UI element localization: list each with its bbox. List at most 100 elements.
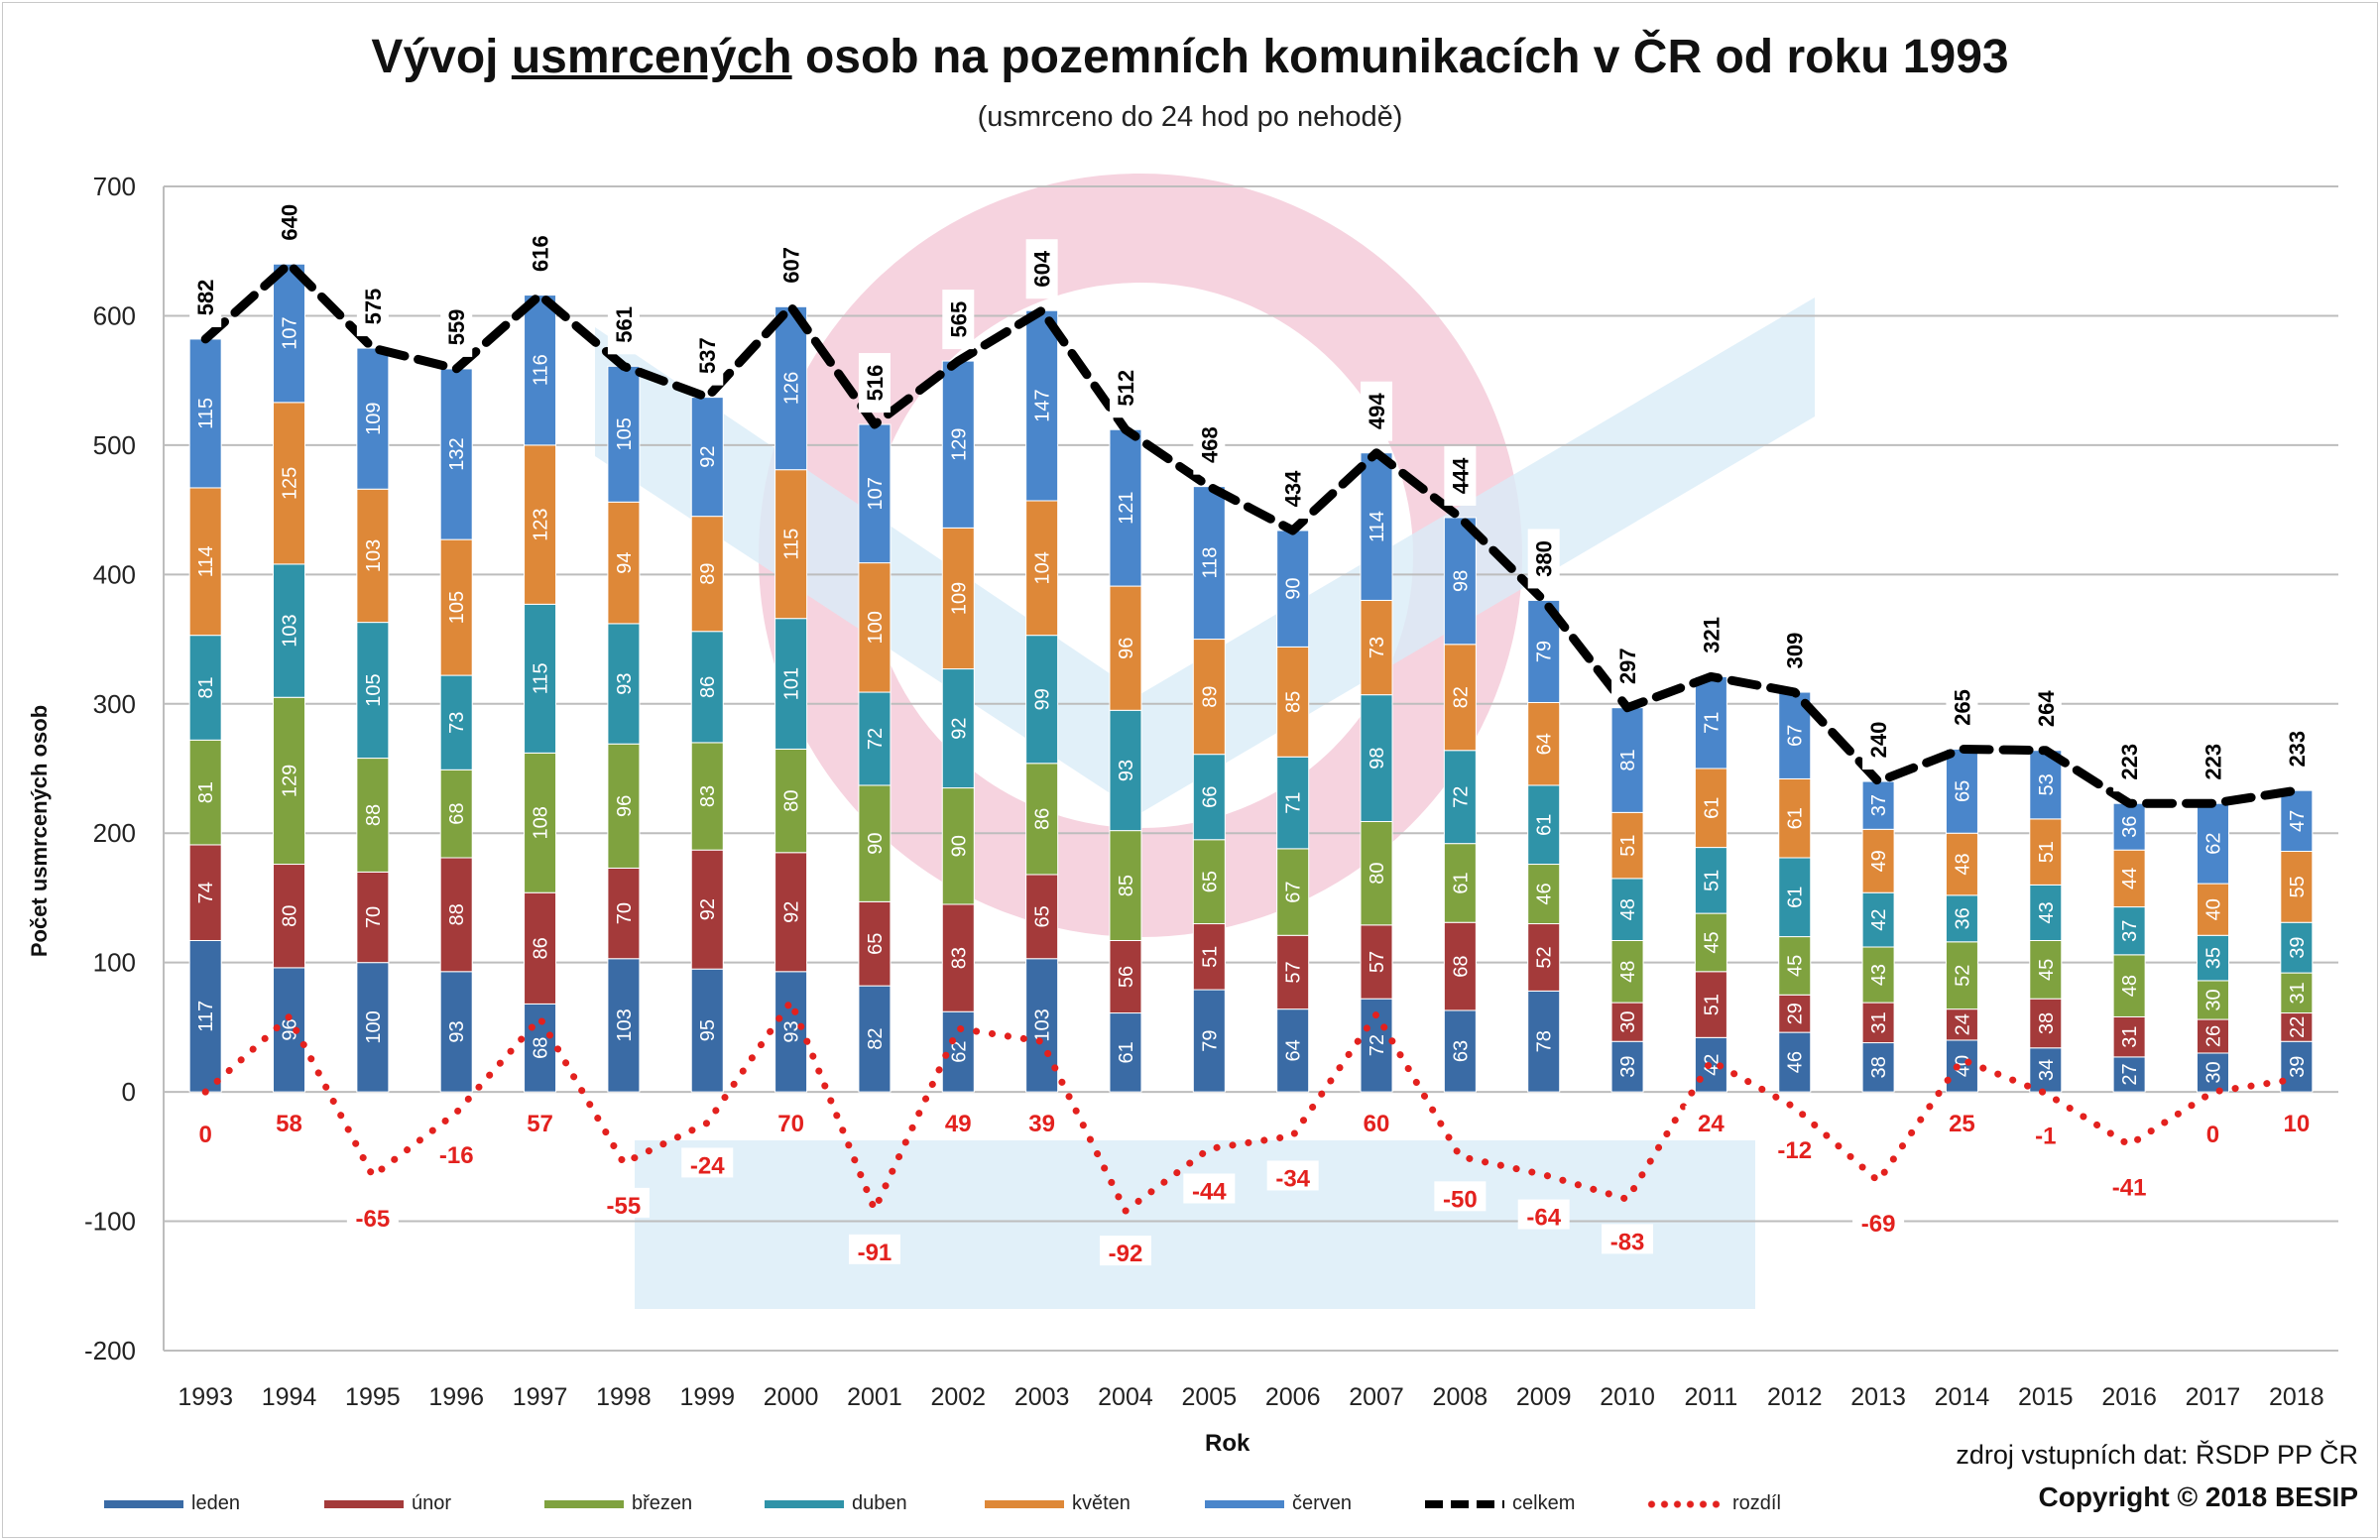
rozdil-label-bg — [430, 1136, 483, 1167]
bar-segment-label: 92 — [781, 901, 803, 923]
bar-segment-březen — [1861, 946, 1895, 1004]
bar-segment-březen — [2112, 954, 2146, 1017]
bar-segment-březen — [2029, 939, 2063, 1000]
bar-segment-label: 90 — [865, 833, 887, 855]
legend-item-leden: leden — [104, 1492, 324, 1515]
bar-segment-březen — [1527, 864, 1561, 925]
bar-segment-únor — [1443, 921, 1477, 1011]
rozdil-data-label: 70 — [777, 1111, 804, 1137]
celkem-label-bg — [2029, 678, 2062, 739]
bar-segment-duben — [858, 691, 892, 786]
bar-segment-únor — [273, 864, 306, 969]
bar-segment-label: 45 — [2036, 959, 2058, 981]
bar-segment-label: 101 — [781, 667, 803, 700]
legend-item-únor: únor — [324, 1492, 544, 1515]
x-tick-label: 2001 — [847, 1383, 902, 1411]
bar-segment-květen — [1694, 768, 1727, 849]
bar-segment-label: 99 — [1032, 688, 1054, 710]
bar-segment-leden — [2112, 1056, 2146, 1093]
y-tick-label: 200 — [93, 818, 136, 848]
bar-segment-label: 61 — [1785, 807, 1807, 829]
bar-segment-červen — [774, 305, 808, 471]
celkem-label-bg — [774, 235, 807, 296]
rozdil-data-label: -41 — [2112, 1175, 2147, 1202]
bar-segment-únor — [607, 867, 641, 960]
rozdil-label-bg — [1685, 1106, 1737, 1136]
bar-segment-label: 72 — [1367, 1034, 1388, 1056]
rozdil-label-bg — [1015, 1106, 1068, 1136]
x-tick-label: 2013 — [1850, 1383, 1906, 1411]
bar-segment-label: 114 — [195, 545, 217, 577]
rozdil-data-label: 39 — [1028, 1111, 1055, 1137]
celkem-data-label: 434 — [1281, 470, 1306, 507]
rozdil-data-label: 24 — [1698, 1111, 1725, 1137]
bar-segment-label: 107 — [865, 477, 887, 510]
bar-segment-label: 52 — [1952, 965, 1973, 987]
celkem-label-bg — [691, 325, 724, 386]
x-tick-label: 2000 — [764, 1383, 819, 1411]
rozdil-label-bg — [1852, 1206, 1905, 1237]
bar-segment-duben — [1025, 635, 1059, 765]
legend-swatch — [1205, 1499, 1284, 1508]
bar-segment-label: 31 — [1868, 1011, 1890, 1033]
bar-segment-duben — [1527, 784, 1561, 866]
x-tick-label: 1997 — [513, 1383, 568, 1411]
x-axis-label: Rok — [1205, 1430, 1250, 1457]
celkem-label-bg — [356, 277, 389, 337]
bar-segment-label: 88 — [446, 903, 468, 925]
x-tick-label: 2005 — [1182, 1383, 1238, 1411]
bar-segment-label: 51 — [1617, 834, 1639, 856]
bar-segment-leden — [858, 985, 892, 1093]
celkem-data-label: 616 — [529, 235, 553, 272]
celkem-data-label: 233 — [2285, 731, 2310, 768]
x-tick-label: 2008 — [1433, 1383, 1488, 1411]
bar-segment-duben — [1443, 750, 1477, 845]
rozdil-label-bg — [1266, 1160, 1319, 1191]
bar-segment-label: 83 — [697, 785, 719, 807]
bar-segment-label: 104 — [1032, 551, 1054, 584]
celkem-data-label: 265 — [1950, 689, 1974, 726]
bar-segment-label: 80 — [1367, 863, 1388, 885]
rozdil-label-bg — [2187, 1117, 2239, 1147]
legend-label: březen — [632, 1492, 693, 1514]
rozdil-data-label: -64 — [1526, 1205, 1561, 1232]
bar-segment-label: 147 — [1032, 389, 1054, 421]
bar-segment-label: 65 — [1199, 871, 1221, 892]
bar-segment-červen — [607, 365, 641, 503]
bar-segment-červen — [2196, 802, 2229, 885]
y-tick-label: 300 — [93, 689, 136, 719]
bar-segment-label: 61 — [1116, 1041, 1137, 1063]
bar-segment-červen — [1025, 309, 1059, 502]
bar-segment-label: 85 — [1116, 875, 1137, 896]
celkem-data-label: 559 — [444, 309, 469, 346]
celkem-data-label: 223 — [2117, 744, 2142, 780]
bar-segment-label: 90 — [1283, 578, 1305, 600]
celkem-label-bg — [1611, 636, 1644, 696]
x-tick-label: 2012 — [1767, 1383, 1823, 1411]
bar-segment-label: 82 — [865, 1028, 887, 1050]
bar-segment-label: 62 — [948, 1041, 970, 1063]
celkem-label-bg — [524, 223, 556, 284]
bar-segment-únor — [2029, 998, 2063, 1049]
bar-segment-únor — [1778, 994, 1812, 1033]
bar-segment-duben — [1276, 756, 1310, 850]
bar-segment-label: 46 — [1785, 1051, 1807, 1073]
bar-segment-label: 125 — [280, 467, 301, 500]
bar-segment-label: 48 — [2119, 975, 2141, 997]
bar-segment-label: 71 — [1701, 712, 1723, 734]
bar-segment-label: 103 — [614, 1008, 636, 1041]
bar-segment-květen — [1945, 832, 1978, 896]
bar-segment-únor — [1192, 923, 1226, 991]
celkem-label-bg — [1109, 358, 1141, 418]
bar-segment-červen — [1945, 748, 1978, 834]
bar-segment-label: 22 — [2287, 1016, 2309, 1038]
bar-segment-label: 66 — [1199, 786, 1221, 808]
legend-swatch — [765, 1499, 844, 1508]
bar-segment-leden — [941, 1010, 975, 1093]
bar-segment-label: 82 — [1450, 686, 1472, 708]
bar-segment-label: 74 — [195, 882, 217, 903]
bar-segment-březen — [524, 752, 557, 893]
bar-segment-label: 92 — [697, 898, 719, 920]
bar-segment-label: 83 — [948, 947, 970, 969]
bar-segment-únor — [858, 900, 892, 987]
